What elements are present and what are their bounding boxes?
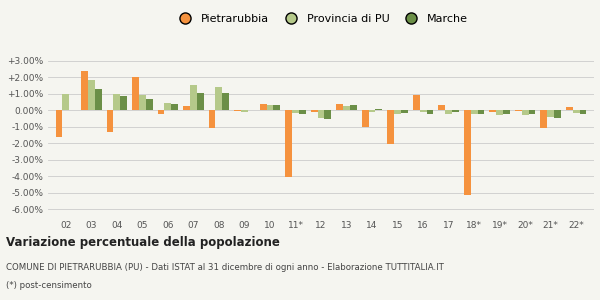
Bar <box>336 103 343 110</box>
Bar <box>274 105 280 110</box>
Bar <box>547 110 554 117</box>
Bar <box>146 99 153 110</box>
Bar <box>464 110 470 194</box>
Bar <box>183 106 190 110</box>
Bar <box>529 110 535 113</box>
Bar <box>56 110 62 137</box>
Bar <box>362 110 368 127</box>
Bar <box>387 110 394 144</box>
Bar <box>317 110 325 118</box>
Bar <box>438 105 445 110</box>
Bar <box>503 110 510 114</box>
Bar <box>234 110 241 111</box>
Bar <box>394 110 401 114</box>
Bar <box>81 71 88 110</box>
Bar <box>62 94 70 110</box>
Bar <box>445 110 452 113</box>
Bar <box>489 110 496 112</box>
Bar <box>172 103 178 110</box>
Bar <box>88 80 95 110</box>
Bar <box>121 96 127 110</box>
Text: Variazione percentuale della popolazione: Variazione percentuale della popolazione <box>6 236 280 249</box>
Bar <box>413 95 419 110</box>
Bar <box>292 110 299 113</box>
Bar <box>197 93 204 110</box>
Bar <box>540 110 547 128</box>
Bar <box>311 110 317 112</box>
Bar <box>95 89 102 110</box>
Bar <box>515 110 521 111</box>
Bar <box>260 103 266 110</box>
Bar <box>285 110 292 177</box>
Bar <box>496 110 503 115</box>
Bar <box>376 109 382 110</box>
Bar <box>419 110 427 112</box>
Bar <box>470 110 478 113</box>
Bar <box>325 110 331 119</box>
Bar <box>107 110 113 132</box>
Bar <box>521 110 529 115</box>
Bar <box>190 85 197 110</box>
Bar <box>139 95 146 110</box>
Bar <box>572 110 580 113</box>
Bar <box>350 105 357 110</box>
Text: COMUNE DI PIETRARUBBIA (PU) - Dati ISTAT al 31 dicembre di ogni anno - Elaborazi: COMUNE DI PIETRARUBBIA (PU) - Dati ISTAT… <box>6 263 444 272</box>
Bar <box>478 110 484 113</box>
Bar <box>209 110 215 128</box>
Bar <box>223 93 229 110</box>
Bar <box>566 107 572 110</box>
Bar <box>580 110 586 113</box>
Legend: Pietrarubbia, Provincia di PU, Marche: Pietrarubbia, Provincia di PU, Marche <box>174 14 468 24</box>
Bar <box>401 110 408 113</box>
Bar <box>132 77 139 110</box>
Bar <box>266 105 274 110</box>
Bar <box>241 110 248 112</box>
Bar <box>164 103 172 110</box>
Bar <box>452 110 459 112</box>
Bar <box>113 94 121 110</box>
Bar <box>343 106 350 110</box>
Text: (*) post-censimento: (*) post-censimento <box>6 281 92 290</box>
Bar <box>368 110 376 112</box>
Bar <box>299 110 306 113</box>
Bar <box>427 110 433 113</box>
Bar <box>554 110 561 118</box>
Bar <box>158 110 164 113</box>
Bar <box>215 87 223 110</box>
